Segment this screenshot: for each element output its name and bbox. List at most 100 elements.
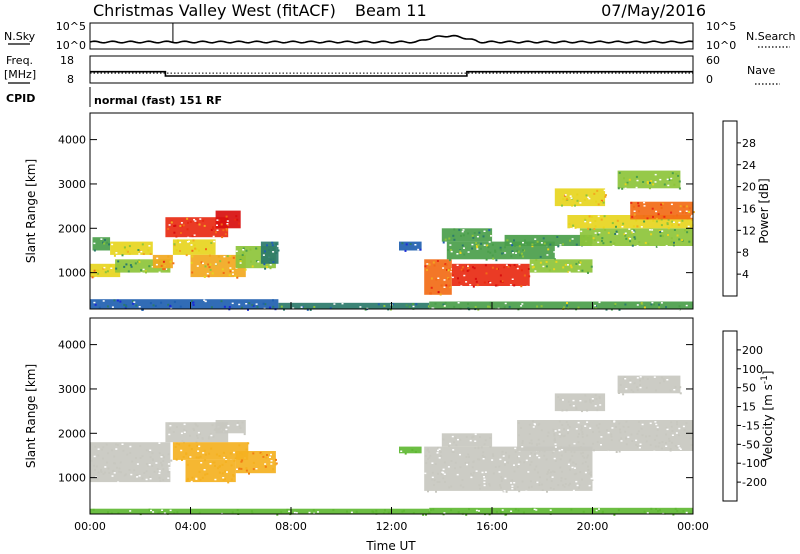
heatmap-speck	[227, 481, 230, 484]
heatmap-gap	[481, 471, 484, 474]
heatmap-speck	[483, 443, 486, 446]
heatmap-speck	[119, 461, 122, 464]
heatmap-gap	[635, 186, 638, 189]
heatmap-gap	[569, 195, 572, 197]
power-panel-frame	[89, 112, 694, 310]
heatmap-speck	[471, 474, 474, 477]
heatmap-speck	[435, 490, 437, 493]
heatmap-gap	[209, 463, 212, 465]
heatmap-speck	[167, 303, 170, 306]
heatmap-gap	[466, 265, 469, 267]
heatmap-gap	[654, 181, 657, 183]
heatmap-speck	[160, 264, 163, 267]
heatmap-speck	[566, 302, 568, 304]
heatmap-gap	[572, 405, 575, 407]
heatmap-speck	[457, 277, 459, 280]
heatmap-speck	[428, 456, 431, 459]
heatmap-speck	[596, 409, 599, 412]
heatmap-speck	[464, 462, 467, 464]
heatmap-speck	[521, 442, 524, 445]
heatmap-speck	[220, 223, 223, 226]
heatmap-speck	[540, 305, 543, 308]
heatmap-speck	[646, 181, 649, 183]
heatmap-speck	[649, 443, 652, 446]
heatmap-speck	[240, 467, 243, 470]
heatmap-gap	[627, 436, 630, 438]
heatmap-speck	[637, 430, 640, 433]
heatmap-speck	[148, 476, 151, 479]
heatmap-speck	[207, 263, 210, 266]
heatmap-speck	[196, 436, 199, 439]
heatmap-speck	[668, 176, 671, 179]
heatmap-gap	[216, 219, 219, 221]
heatmap-speck	[204, 473, 207, 476]
heatmap-gap	[450, 250, 453, 253]
heatmap-gap	[193, 234, 196, 236]
heatmap-speck	[646, 182, 649, 185]
heatmap-speck	[669, 389, 672, 392]
heatmap-speck	[191, 476, 194, 479]
heatmap-gap	[158, 472, 161, 475]
heatmap-speck	[450, 509, 453, 512]
heatmap-speck	[459, 484, 462, 487]
heatmap-speck	[467, 302, 470, 305]
heatmap-gap	[558, 433, 561, 435]
heatmap-speck	[132, 300, 135, 303]
heatmap-speck	[221, 236, 224, 239]
heatmap-speck	[517, 250, 520, 253]
heatmap-speck	[538, 483, 541, 486]
heatmap-speck	[271, 244, 274, 247]
heatmap-speck	[248, 302, 251, 305]
heatmap-speck	[212, 435, 215, 438]
heatmap-speck	[592, 431, 594, 434]
heatmap-speck	[162, 478, 165, 481]
heatmap-speck	[123, 246, 126, 249]
heatmap-gap	[666, 379, 669, 381]
heatmap-speck	[98, 306, 101, 309]
heatmap-speck	[674, 507, 677, 510]
heatmap-gap	[476, 235, 479, 238]
velocity-heatmap-cells	[90, 375, 693, 516]
heatmap-speck	[102, 446, 105, 449]
heatmap-speck	[506, 239, 509, 242]
heatmap-speck	[224, 233, 227, 236]
heatmap-speck	[306, 308, 309, 311]
heatmap-cell	[554, 393, 606, 412]
heatmap-gap	[538, 456, 541, 459]
heatmap-speck	[520, 269, 523, 272]
heatmap-gap	[225, 459, 228, 461]
x-tick-label: 04:00	[175, 520, 207, 533]
heatmap-speck	[510, 479, 513, 482]
heatmap-gap	[313, 512, 316, 515]
heatmap-speck	[94, 303, 97, 306]
heatmap-speck	[679, 386, 682, 389]
heatmap-speck	[488, 229, 491, 232]
heatmap-speck	[590, 474, 592, 477]
heatmap-speck	[487, 250, 490, 253]
heatmap-speck	[491, 243, 494, 246]
heatmap-speck	[615, 225, 617, 228]
heatmap-speck	[643, 220, 646, 223]
heatmap-speck	[584, 461, 587, 463]
heatmap-speck	[90, 459, 93, 462]
heatmap-speck	[620, 437, 623, 440]
heatmap-speck	[198, 470, 201, 473]
heatmap-speck	[546, 473, 549, 475]
heatmap-speck	[545, 265, 548, 268]
heatmap-speck	[149, 302, 152, 305]
heatmap-speck	[234, 218, 237, 221]
heatmap-gap	[417, 248, 420, 251]
heatmap-speck	[412, 303, 414, 306]
heatmap-speck	[600, 218, 603, 221]
heatmap-gap	[463, 247, 465, 249]
heatmap-gap	[655, 423, 658, 426]
heatmap-speck	[116, 299, 119, 302]
heatmap-speck	[158, 476, 161, 479]
heatmap-speck	[583, 217, 586, 220]
heatmap-speck	[587, 465, 590, 468]
heatmap-speck	[663, 183, 666, 186]
heatmap-speck	[426, 448, 429, 451]
heatmap-speck	[575, 243, 578, 246]
frequency-line	[90, 70, 693, 77]
heatmap-speck	[537, 471, 539, 474]
